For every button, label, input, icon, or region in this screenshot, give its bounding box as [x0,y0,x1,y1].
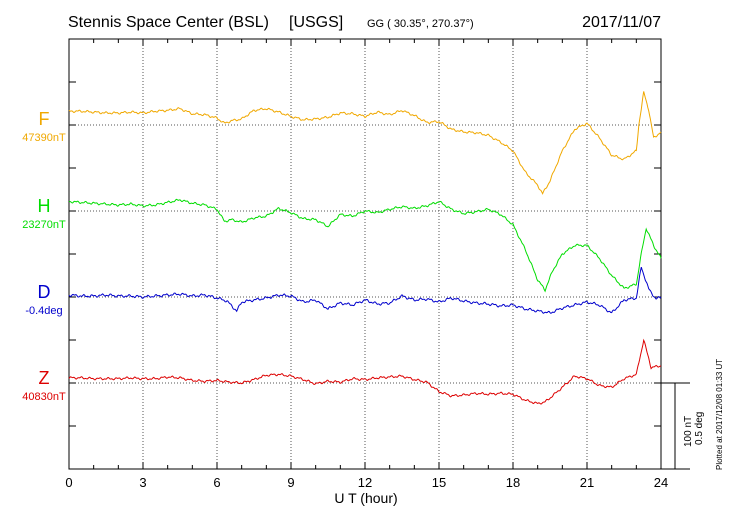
x-tick-labels: 0 3 6 9 12 15 18 21 24 [65,475,668,490]
x-tick-label: 3 [139,475,146,490]
series-line-D [68,266,662,314]
date-label: 2017/11/07 [582,14,661,31]
panel-label-H: H [38,196,51,216]
x-tick-label: 9 [287,475,294,490]
plotted-at-note: Plotted at 2017/12/08 01:33 UT [715,359,724,470]
series-line-F [68,91,662,195]
network-label: [USGS] [289,14,343,31]
x-tick-label: 18 [506,475,520,490]
scale-bar-deg: 0.5 deg [694,412,705,445]
baseline-value-Z: 40830nT [22,391,66,403]
coords-label: GG ( 30.35°, 270.37°) [367,18,474,30]
series-line-H [68,198,662,293]
panel-label-D: D [38,282,51,302]
baseline-value-D: -0.4deg [25,305,62,317]
x-tick-label: 12 [358,475,372,490]
x-tick-label: 21 [580,475,594,490]
x-tick-label: 24 [654,475,668,490]
plot-frame [68,38,662,470]
baseline-grid [69,124,661,384]
panel-label-F: F [39,109,50,129]
vertical-grid [142,39,588,469]
axis-ticks [68,39,662,469]
x-axis-label: U T (hour) [334,490,397,506]
x-tick-label: 15 [432,475,446,490]
station-title: Stennis Space Center (BSL) [68,14,269,31]
baseline-value-H: 23270nT [22,219,66,231]
x-tick-label: 0 [65,475,72,490]
baseline-value-F: 47390nT [22,132,66,144]
series-line-Z [68,338,662,405]
x-tick-label: 6 [213,475,220,490]
scale-bar-nt: 100 nT [683,416,694,447]
panel-label-Z: Z [39,368,50,388]
